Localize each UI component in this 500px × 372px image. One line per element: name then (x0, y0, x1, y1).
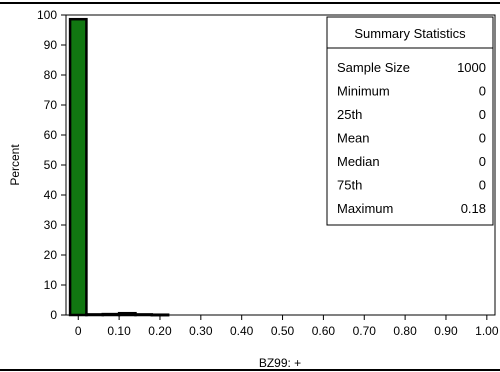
y-tick-label: 40 (44, 188, 58, 202)
stats-row-label: Sample Size (337, 60, 410, 75)
y-tick-label: 0 (50, 308, 57, 322)
histogram-bar-4 (134, 313, 154, 317)
y-tick-label: 100 (37, 8, 57, 22)
stats-row-label: Maximum (337, 201, 393, 216)
histogram-bar-3 (117, 311, 137, 317)
stats-row-label: Median (337, 154, 380, 169)
stats-row-label: 25th (337, 107, 362, 122)
bars-group (68, 17, 170, 317)
stats-title: Summary Statistics (354, 26, 466, 41)
stats-box-frame (326, 16, 494, 226)
x-axis-ticks: 0 0.10 0.20 0.30 0.40 0.50 0.60 0.70 0.80 0.90 1.0… (75, 315, 499, 338)
stats-row-value: 0 (479, 154, 486, 169)
x-tick-label: 0.30 (189, 324, 213, 338)
y-tick-label: 20 (44, 248, 58, 262)
summary-statistics-box: Summary Statistics Sample Size 1000 Minimu… (326, 16, 494, 226)
stats-row-value: 0.18 (461, 201, 486, 216)
x-tick-label: 0 (75, 324, 82, 338)
y-tick-label: 50 (44, 158, 58, 172)
y-axis-ticks: 0 10 20 30 40 50 60 70 80 90 100 (37, 8, 66, 322)
histogram-bar-0 (68, 17, 88, 317)
x-tick-label: 1.00 (475, 324, 499, 338)
stats-row-value: 0 (479, 84, 486, 99)
x-tick-label: 0.20 (148, 324, 172, 338)
x-tick-label: 0.40 (230, 324, 254, 338)
histogram-bar-2 (101, 312, 121, 317)
stats-row-value: 0 (479, 131, 486, 146)
y-tick-label: 90 (44, 38, 58, 52)
y-tick-label: 80 (44, 68, 58, 82)
y-axis-title: Percent (8, 144, 22, 186)
y-tick-label: 60 (44, 128, 58, 142)
y-tick-label: 30 (44, 218, 58, 232)
x-tick-label: 0.60 (312, 324, 336, 338)
histogram-bar-1 (85, 313, 105, 317)
stats-row-value: 1000 (457, 60, 486, 75)
x-tick-label: 0.10 (107, 324, 131, 338)
y-tick-label: 10 (44, 278, 58, 292)
stats-row-label: 75th (337, 178, 362, 193)
x-tick-label: 0.50 (271, 324, 295, 338)
stats-row-value: 0 (479, 178, 486, 193)
x-tick-label: 0.70 (353, 324, 377, 338)
stats-rows: Sample Size 1000 Minimum 0 25th 0 Mean 0 Median 0… (337, 60, 486, 216)
stats-row-label: Minimum (337, 84, 390, 99)
stats-row-value: 0 (479, 107, 486, 122)
y-tick-label: 70 (44, 98, 58, 112)
x-tick-label: 0.80 (393, 324, 417, 338)
x-axis-title: BZ99: + (259, 356, 301, 370)
x-tick-label: 0.90 (434, 324, 458, 338)
stats-row-label: Mean (337, 131, 370, 146)
